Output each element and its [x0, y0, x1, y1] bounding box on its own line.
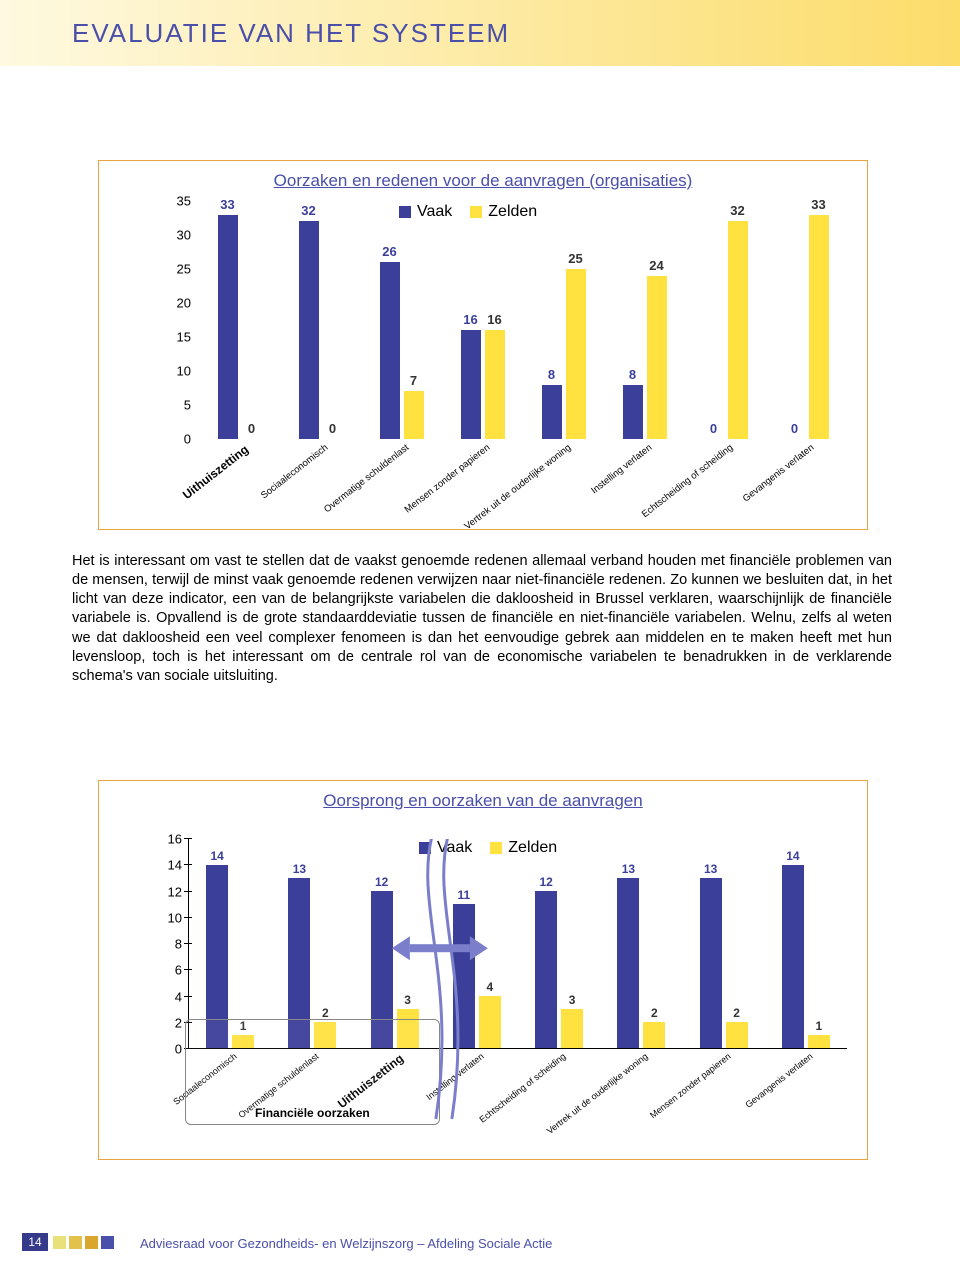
chart-1-ytick: 0: [184, 432, 191, 447]
bar-zelden: 1: [808, 1035, 830, 1048]
chart-1-xlabel: Gevangenis verlaten: [740, 442, 815, 504]
chart-1-group: 267Overmatige schuldenlast: [361, 201, 442, 439]
chart-1-group: 330Uithuiszetting: [199, 201, 280, 439]
chart-2-title: Oorsprong en oorzaken van de aanvragen: [99, 781, 867, 811]
chart-1-group: 1616Mensen zonder papieren: [442, 201, 523, 439]
chart-2-xlabel: Mensen zonder papieren: [648, 1051, 733, 1120]
chart-2-ytick: 14: [168, 858, 182, 873]
chart-2-group: 114Instelling verlaten: [436, 839, 518, 1048]
bar-vaak: 13: [617, 878, 639, 1048]
chart-1-plot: 05101520253035 330Uithuiszetting320Socia…: [159, 201, 847, 439]
footer-text: Adviesraad voor Gezondheids- en Welzijns…: [140, 1236, 552, 1251]
chart-2-bars: 141Sociaaleconomisch132Overmatige schuld…: [189, 839, 847, 1049]
chart-2-container: Oorsprong en oorzaken van de aanvragen V…: [98, 780, 868, 1160]
chart-1-xlabel: Overmatige schuldenlast: [322, 442, 411, 515]
chart-2-ytick: 8: [175, 937, 182, 952]
chart-2-group: 141Sociaaleconomisch: [189, 839, 271, 1048]
chart-1-ytick: 20: [177, 296, 191, 311]
bar-zelden: 3: [561, 1009, 583, 1048]
pager-square-icon: [69, 1236, 82, 1249]
chart-1-group: 032Echtscheiding of scheiding: [685, 201, 766, 439]
bar-zelden: 7: [404, 391, 424, 439]
chart-2-ytick: 16: [168, 832, 182, 847]
chart-1-xlabel: Sociaaleconomisch: [258, 442, 329, 501]
financial-causes-box: Financiële oorzaken: [185, 1019, 440, 1125]
bar-vaak: 12: [535, 891, 557, 1048]
page-number: 14: [22, 1233, 48, 1251]
chart-1-yaxis: 05101520253035: [159, 201, 199, 439]
bar-vaak: 33: [218, 215, 238, 439]
pager-square-icon: [85, 1236, 98, 1249]
chart-1-group: 033Gevangenis verlaten: [766, 201, 847, 439]
bar-zelden: 2: [726, 1022, 748, 1048]
chart-1-xlabel: Instelling verlaten: [589, 442, 654, 496]
chart-2-group: 132Mensen zonder papieren: [683, 839, 765, 1048]
bar-vaak: 26: [380, 262, 400, 439]
chart-1-xlabel: Uithuiszetting: [179, 442, 250, 502]
chart-1-bars: 330Uithuiszetting320Sociaaleconomisch267…: [199, 201, 847, 439]
chart-2-ytick: 12: [168, 884, 182, 899]
chart-2-plot: 0246810121416 141Sociaaleconomisch132Ove…: [154, 839, 847, 1049]
chart-1-ytick: 15: [177, 330, 191, 345]
chart-2-ytick: 2: [175, 1015, 182, 1030]
bar-vaak: 13: [700, 878, 722, 1048]
chart-2-xlabel: Gevangenis verlaten: [743, 1051, 814, 1110]
bar-vaak: 8: [623, 385, 643, 439]
chart-1-group: 825Vertrek uit de ouderlijke woning: [523, 201, 604, 439]
bar-vaak: 8: [542, 385, 562, 439]
chart-1-ytick: 5: [184, 398, 191, 413]
bar-zelden: 32: [728, 221, 748, 439]
chart-1-group: 320Sociaaleconomisch: [280, 201, 361, 439]
bar-zelden: 25: [566, 269, 586, 439]
bar-vaak: 11: [453, 904, 475, 1048]
page-title: EVALUATIE VAN HET SYSTEEM: [72, 18, 510, 49]
chart-2-yaxis: 0246810121416: [154, 839, 189, 1049]
bar-vaak: 16: [461, 330, 481, 439]
chart-1-ytick: 30: [177, 228, 191, 243]
chart-2-group: 123Uithuiszetting: [354, 839, 436, 1048]
chart-2-ytick: 10: [168, 910, 182, 925]
bar-zelden: 24: [647, 276, 667, 439]
pager-square-icon: [101, 1236, 114, 1249]
chart-2-group: 132Overmatige schuldenlast: [271, 839, 353, 1048]
bar-vaak: 14: [782, 865, 804, 1048]
chart-1-ytick: 35: [177, 194, 191, 209]
bar-zelden: 2: [643, 1022, 665, 1048]
chart-2-group: 123Echtscheiding of scheiding: [518, 839, 600, 1048]
chart-2-ytick: 6: [175, 963, 182, 978]
financial-causes-label: Financiële oorzaken: [255, 1106, 370, 1120]
chart-2-group: 141Gevangenis verlaten: [765, 839, 847, 1048]
bar-zelden: 33: [809, 215, 829, 439]
bar-zelden: 16: [485, 330, 505, 439]
bar-zelden: 4: [479, 996, 501, 1048]
chart-1-ytick: 10: [177, 364, 191, 379]
chart-1-xlabel: Mensen zonder papieren: [402, 442, 492, 515]
pager-square-icon: [53, 1236, 66, 1249]
chart-1-group: 824Instelling verlaten: [604, 201, 685, 439]
chart-2-xlabel: Echtscheiding of scheiding: [478, 1051, 568, 1124]
bar-vaak: 32: [299, 221, 319, 439]
chart-2-group: 132Vertrek uit de ouderlijke woning: [600, 839, 682, 1048]
chart-2-ytick: 4: [175, 989, 182, 1004]
chart-2-ytick: 0: [175, 1042, 182, 1057]
chart-1-title: Oorzaken en redenen voor de aanvragen (o…: [99, 161, 867, 191]
chart-1-xlabel: Echtscheiding of scheiding: [639, 442, 734, 520]
body-paragraph: Het is interessant om vast te stellen da…: [72, 552, 892, 686]
chart-1-container: Oorzaken en redenen voor de aanvragen (o…: [98, 160, 868, 530]
page-number-block: 14: [22, 1233, 114, 1251]
chart-1-ytick: 25: [177, 262, 191, 277]
